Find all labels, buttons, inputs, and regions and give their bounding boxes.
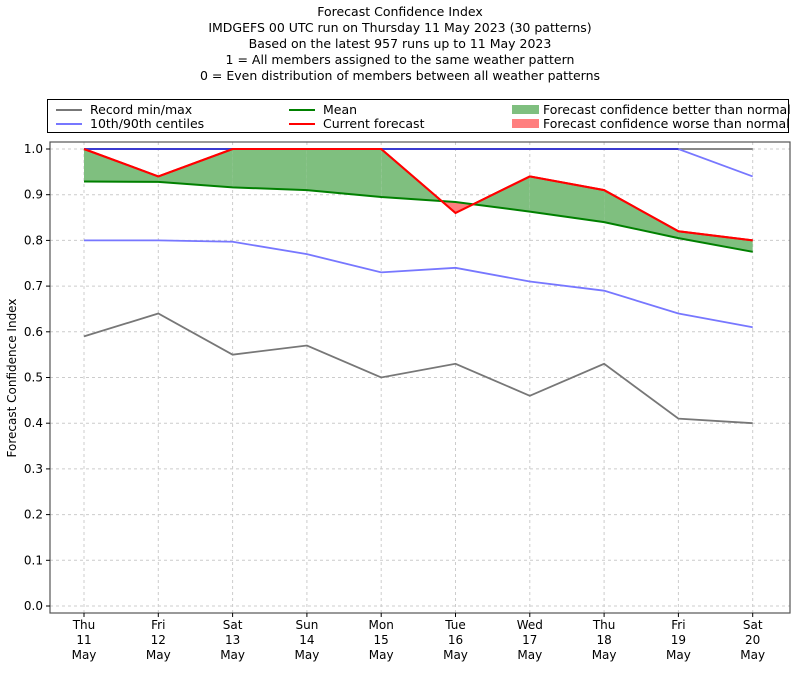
fill-better bbox=[158, 149, 233, 188]
x-tick-day: Sun bbox=[295, 618, 318, 632]
x-tick-month: May bbox=[666, 648, 691, 662]
x-tick-label: Sun 14 May bbox=[294, 618, 319, 662]
legend-label-better: Forecast confidence better than normal bbox=[543, 102, 791, 117]
legend-item-current: Current forecast bbox=[289, 117, 424, 131]
fill-better bbox=[84, 149, 159, 182]
title-line-5: 0 = Even distribution of members between… bbox=[199, 68, 601, 83]
mean-line bbox=[83, 180, 753, 253]
x-tick-date: 20 bbox=[745, 633, 760, 647]
x-tick-date: 17 bbox=[522, 633, 537, 647]
fill-better bbox=[678, 231, 753, 252]
legend-swatch-current bbox=[289, 122, 315, 125]
x-tick-date: 13 bbox=[225, 633, 240, 647]
x-tick-label: Thu 11 May bbox=[72, 618, 97, 662]
legend-label-centiles: 10th/90th centiles bbox=[90, 116, 205, 131]
legend-item-worse: Forecast confidence worse than normal bbox=[512, 117, 790, 131]
series-lines bbox=[83, 148, 754, 425]
x-tick-month: May bbox=[294, 648, 319, 662]
x-tick-date: 14 bbox=[299, 633, 314, 647]
x-tick-day: Sat bbox=[743, 618, 763, 632]
x-tick-label: Sat 13 May bbox=[220, 618, 245, 662]
y-tick-label: 0.1 bbox=[24, 553, 43, 567]
fill-better bbox=[232, 149, 307, 191]
x-tick-month: May bbox=[146, 648, 171, 662]
x-tick-month: May bbox=[220, 648, 245, 662]
x-tick-day: Mon bbox=[369, 618, 394, 632]
legend-item-centiles: 10th/90th centiles bbox=[56, 117, 204, 131]
legend-item-better: Forecast confidence better than normal bbox=[512, 103, 791, 117]
fill-better bbox=[473, 176, 530, 212]
legend-swatch-better bbox=[512, 105, 539, 114]
y-tick-label: 0.0 bbox=[24, 599, 43, 613]
x-tick-date: 19 bbox=[671, 633, 686, 647]
legend-label-worse: Forecast confidence worse than normal bbox=[543, 116, 790, 131]
title-line-1: Forecast Confidence Index bbox=[317, 4, 483, 19]
x-tick-day: Sat bbox=[223, 618, 243, 632]
fill-better bbox=[529, 176, 605, 223]
legend-item-record: Record min/max bbox=[56, 103, 192, 117]
x-tick-label: Fri 19 May bbox=[666, 618, 691, 662]
x-tick-date: 16 bbox=[448, 633, 463, 647]
legend-swatch-mean bbox=[289, 108, 315, 111]
y-tick-label: 0.8 bbox=[24, 233, 43, 247]
grid bbox=[50, 142, 790, 613]
title-line-2: IMDGEFS 00 UTC run on Thursday 11 May 20… bbox=[208, 20, 592, 35]
y-tick-label: 0.2 bbox=[24, 508, 43, 522]
legend-label-record: Record min/max bbox=[90, 102, 193, 117]
legend-swatch-centiles bbox=[56, 122, 82, 125]
y-axis-label: Forecast Confidence Index bbox=[5, 299, 19, 458]
title-line-3: Based on the latest 957 runs up to 11 Ma… bbox=[248, 36, 552, 51]
record-min-line bbox=[83, 312, 753, 425]
y-axis-ticks: 0.0 0.1 0.2 0.3 0.4 0.5 0.6 0.7 0.8 0.9 1.0 bbox=[24, 142, 50, 613]
legend-label-current: Current forecast bbox=[323, 116, 425, 131]
fill-better bbox=[604, 190, 679, 239]
chart-title: Forecast Confidence Index IMDGEFS 00 UTC… bbox=[0, 4, 800, 84]
x-tick-label: Sat 20 May bbox=[740, 618, 765, 662]
fill-better bbox=[306, 149, 382, 197]
y-tick-label: 0.4 bbox=[24, 416, 43, 430]
x-tick-date: 18 bbox=[596, 633, 611, 647]
y-tick-label: 0.6 bbox=[24, 325, 43, 339]
y-tick-label: 0.9 bbox=[24, 188, 43, 202]
x-tick-label: Tue 16 May bbox=[443, 618, 468, 662]
legend-swatch-worse bbox=[512, 119, 539, 128]
y-tick-label: 1.0 bbox=[24, 142, 43, 156]
legend-swatch-record bbox=[56, 108, 82, 111]
legend: Record min/max 10th/90th centiles Mean C… bbox=[47, 99, 791, 133]
y-tick-label: 0.7 bbox=[24, 279, 43, 293]
y-tick-label: 0.3 bbox=[24, 462, 43, 476]
x-tick-date: 12 bbox=[151, 633, 166, 647]
x-tick-day: Wed bbox=[517, 618, 543, 632]
x-tick-label: Thu 18 May bbox=[592, 618, 617, 662]
x-tick-day: Thu bbox=[592, 618, 616, 632]
x-tick-month: May bbox=[517, 648, 542, 662]
x-tick-day: Fri bbox=[671, 618, 685, 632]
title-line-4: 1 = All members assigned to the same wea… bbox=[225, 52, 575, 67]
x-tick-month: May bbox=[592, 648, 617, 662]
y-tick-label: 0.5 bbox=[24, 371, 43, 385]
x-tick-date: 11 bbox=[76, 633, 91, 647]
x-tick-label: Mon 15 May bbox=[369, 618, 394, 662]
x-tick-month: May bbox=[443, 648, 468, 662]
x-tick-label: Wed 17 May bbox=[517, 618, 543, 662]
x-tick-month: May bbox=[369, 648, 394, 662]
x-tick-month: May bbox=[740, 648, 765, 662]
current-forecast-line-top bbox=[83, 148, 753, 242]
x-tick-date: 15 bbox=[374, 633, 389, 647]
x-tick-label: Fri 12 May bbox=[146, 618, 171, 662]
legend-label-mean: Mean bbox=[323, 102, 358, 117]
x-tick-day: Thu bbox=[72, 618, 96, 632]
x-tick-day: Fri bbox=[151, 618, 165, 632]
x-tick-month: May bbox=[72, 648, 97, 662]
centile-10th-line bbox=[84, 239, 753, 329]
legend-item-mean: Mean bbox=[289, 103, 357, 117]
x-tick-day: Tue bbox=[444, 618, 466, 632]
